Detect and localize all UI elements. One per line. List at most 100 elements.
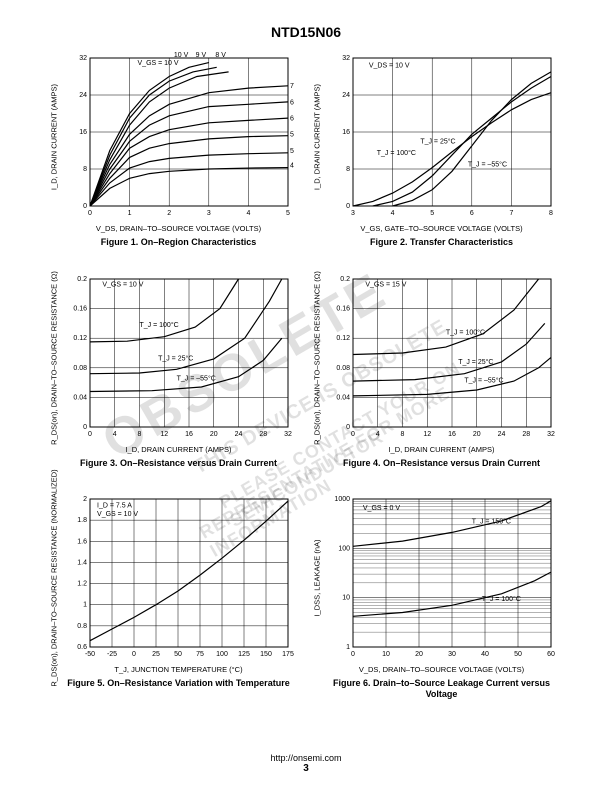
svg-text:100: 100: [216, 651, 228, 658]
svg-text:0: 0: [132, 651, 136, 658]
svg-text:0.04: 0.04: [336, 394, 350, 401]
figure-1: I_D, DRAIN CURRENT (AMPS) 01234508162432…: [56, 52, 301, 259]
svg-text:0: 0: [346, 203, 350, 210]
svg-text:0: 0: [351, 431, 355, 438]
fig5-xlabel: T_J, JUNCTION TEMPERATURE (°C): [114, 665, 242, 674]
svg-text:-50: -50: [84, 651, 94, 658]
svg-text:0: 0: [346, 424, 350, 431]
svg-text:4.5 V: 4.5 V: [290, 163, 294, 170]
fig4-xlabel: I_D, DRAIN CURRENT (AMPS): [388, 445, 494, 454]
charts-grid: I_D, DRAIN CURRENT (AMPS) 01234508162432…: [0, 52, 612, 700]
svg-text:50: 50: [174, 651, 182, 658]
svg-text:V_DS = 10 V: V_DS = 10 V: [368, 62, 409, 69]
svg-text:1: 1: [83, 602, 87, 609]
svg-text:T_J = –55°C: T_J = –55°C: [176, 374, 215, 382]
svg-text:0: 0: [83, 203, 87, 210]
svg-text:12: 12: [160, 431, 168, 438]
fig5-svg: -50-2502550751001251501750.60.811.21.41.…: [64, 493, 294, 663]
svg-text:20: 20: [209, 431, 217, 438]
svg-text:0.12: 0.12: [73, 335, 87, 342]
svg-text:0.12: 0.12: [336, 335, 350, 342]
fig1-caption: Figure 1. On–Region Characteristics: [101, 237, 257, 248]
svg-text:32: 32: [79, 55, 87, 62]
svg-text:V_GS = 10 V: V_GS = 10 V: [97, 511, 138, 518]
svg-text:4: 4: [375, 431, 379, 438]
svg-text:12: 12: [423, 431, 431, 438]
svg-text:5 V: 5 V: [290, 148, 294, 155]
svg-text:0.04: 0.04: [73, 394, 87, 401]
svg-text:16: 16: [185, 431, 193, 438]
svg-text:1: 1: [127, 210, 131, 217]
svg-text:8: 8: [346, 166, 350, 173]
fig5-ylabel: R_DS(on), DRAIN–TO–SOURCE RESISTANCE (NO…: [49, 470, 58, 687]
svg-text:V_GS = 10 V: V_GS = 10 V: [137, 60, 178, 67]
fig6-xlabel: V_DS, DRAIN–TO–SOURCE VOLTAGE (VOLTS): [359, 665, 524, 674]
fig5-caption: Figure 5. On–Resistance Variation with T…: [67, 678, 289, 689]
fig3-caption: Figure 3. On–Resistance versus Drain Cur…: [80, 458, 277, 469]
svg-text:T_J = 25°C: T_J = 25°C: [158, 354, 193, 362]
fig4-svg: 04812162024283200.040.080.120.160.2T_J =…: [327, 273, 557, 443]
svg-text:V_GS = 15 V: V_GS = 15 V: [365, 281, 406, 288]
svg-text:V_GS = 0 V: V_GS = 0 V: [362, 505, 399, 512]
svg-text:8: 8: [137, 431, 141, 438]
figure-6: I_DSS, LEAKAGE (nA) 01020304050601101001…: [319, 493, 564, 700]
svg-text:8: 8: [83, 166, 87, 173]
svg-text:I_D = 7.5 A: I_D = 7.5 A: [97, 503, 132, 510]
svg-text:50: 50: [514, 651, 522, 658]
svg-text:0.16: 0.16: [73, 305, 87, 312]
svg-text:28: 28: [522, 431, 530, 438]
svg-text:28: 28: [259, 431, 267, 438]
footer-page: 3: [303, 763, 309, 774]
svg-text:32: 32: [342, 55, 350, 62]
svg-text:T_J = –55°C: T_J = –55°C: [467, 161, 506, 169]
svg-text:10: 10: [382, 651, 390, 658]
svg-text:8: 8: [549, 210, 553, 217]
fig2-caption: Figure 2. Transfer Characteristics: [370, 237, 513, 248]
svg-text:T_J = –55°C: T_J = –55°C: [464, 376, 503, 384]
fig1-xlabel: V_DS, DRAIN–TO–SOURCE VOLTAGE (VOLTS): [96, 224, 261, 233]
svg-text:0.08: 0.08: [73, 364, 87, 371]
svg-text:6.5 V: 6.5 V: [290, 99, 294, 106]
fig3-svg: 04812162024283200.040.080.120.160.2T_J =…: [64, 273, 294, 443]
svg-text:0.8: 0.8: [77, 623, 87, 630]
svg-text:1.4: 1.4: [77, 560, 87, 567]
svg-text:0.16: 0.16: [336, 305, 350, 312]
svg-text:7 V: 7 V: [290, 83, 294, 90]
svg-text:0: 0: [88, 431, 92, 438]
fig6-ylabel: I_DSS, LEAKAGE (nA): [312, 540, 321, 617]
svg-text:10: 10: [342, 595, 350, 602]
svg-text:24: 24: [79, 92, 87, 99]
svg-text:8: 8: [400, 431, 404, 438]
svg-text:V_GS = 10 V: V_GS = 10 V: [102, 281, 143, 288]
fig6-caption: Figure 6. Drain–to–Source Leakage Curren…: [319, 678, 564, 700]
svg-text:10 V: 10 V: [173, 52, 188, 59]
svg-text:16: 16: [448, 431, 456, 438]
figure-4: R_DS(on), DRAIN–TO–SOURCE RESISTANCE (Ω)…: [319, 273, 564, 480]
svg-text:24: 24: [234, 431, 242, 438]
svg-text:175: 175: [282, 651, 294, 658]
svg-text:6: 6: [469, 210, 473, 217]
svg-text:0: 0: [88, 210, 92, 217]
fig4-ylabel: R_DS(on), DRAIN–TO–SOURCE RESISTANCE (Ω): [312, 271, 321, 445]
svg-text:32: 32: [284, 431, 292, 438]
svg-text:30: 30: [448, 651, 456, 658]
svg-text:T_J = 100°C: T_J = 100°C: [376, 149, 415, 157]
svg-text:9 V: 9 V: [195, 52, 206, 59]
svg-text:20: 20: [472, 431, 480, 438]
figure-2: I_D, DRAIN CURRENT (AMPS) 34567808162432…: [319, 52, 564, 259]
fig6-svg: 01020304050601101001000T_J = 150°CT_J = …: [327, 493, 557, 663]
svg-text:16: 16: [79, 129, 87, 136]
svg-text:1.6: 1.6: [77, 538, 87, 545]
svg-text:1.2: 1.2: [77, 581, 87, 588]
svg-text:6 V: 6 V: [290, 115, 294, 122]
svg-text:5: 5: [286, 210, 290, 217]
svg-text:4: 4: [246, 210, 250, 217]
svg-text:16: 16: [342, 129, 350, 136]
svg-text:2: 2: [167, 210, 171, 217]
svg-text:0.2: 0.2: [340, 276, 350, 283]
svg-text:2: 2: [83, 496, 87, 503]
fig1-ylabel: I_D, DRAIN CURRENT (AMPS): [49, 84, 58, 190]
fig4-caption: Figure 4. On–Resistance versus Drain Cur…: [343, 458, 540, 469]
svg-text:75: 75: [196, 651, 204, 658]
fig3-ylabel: R_DS(on), DRAIN–TO–SOURCE RESISTANCE (Ω): [49, 271, 58, 445]
